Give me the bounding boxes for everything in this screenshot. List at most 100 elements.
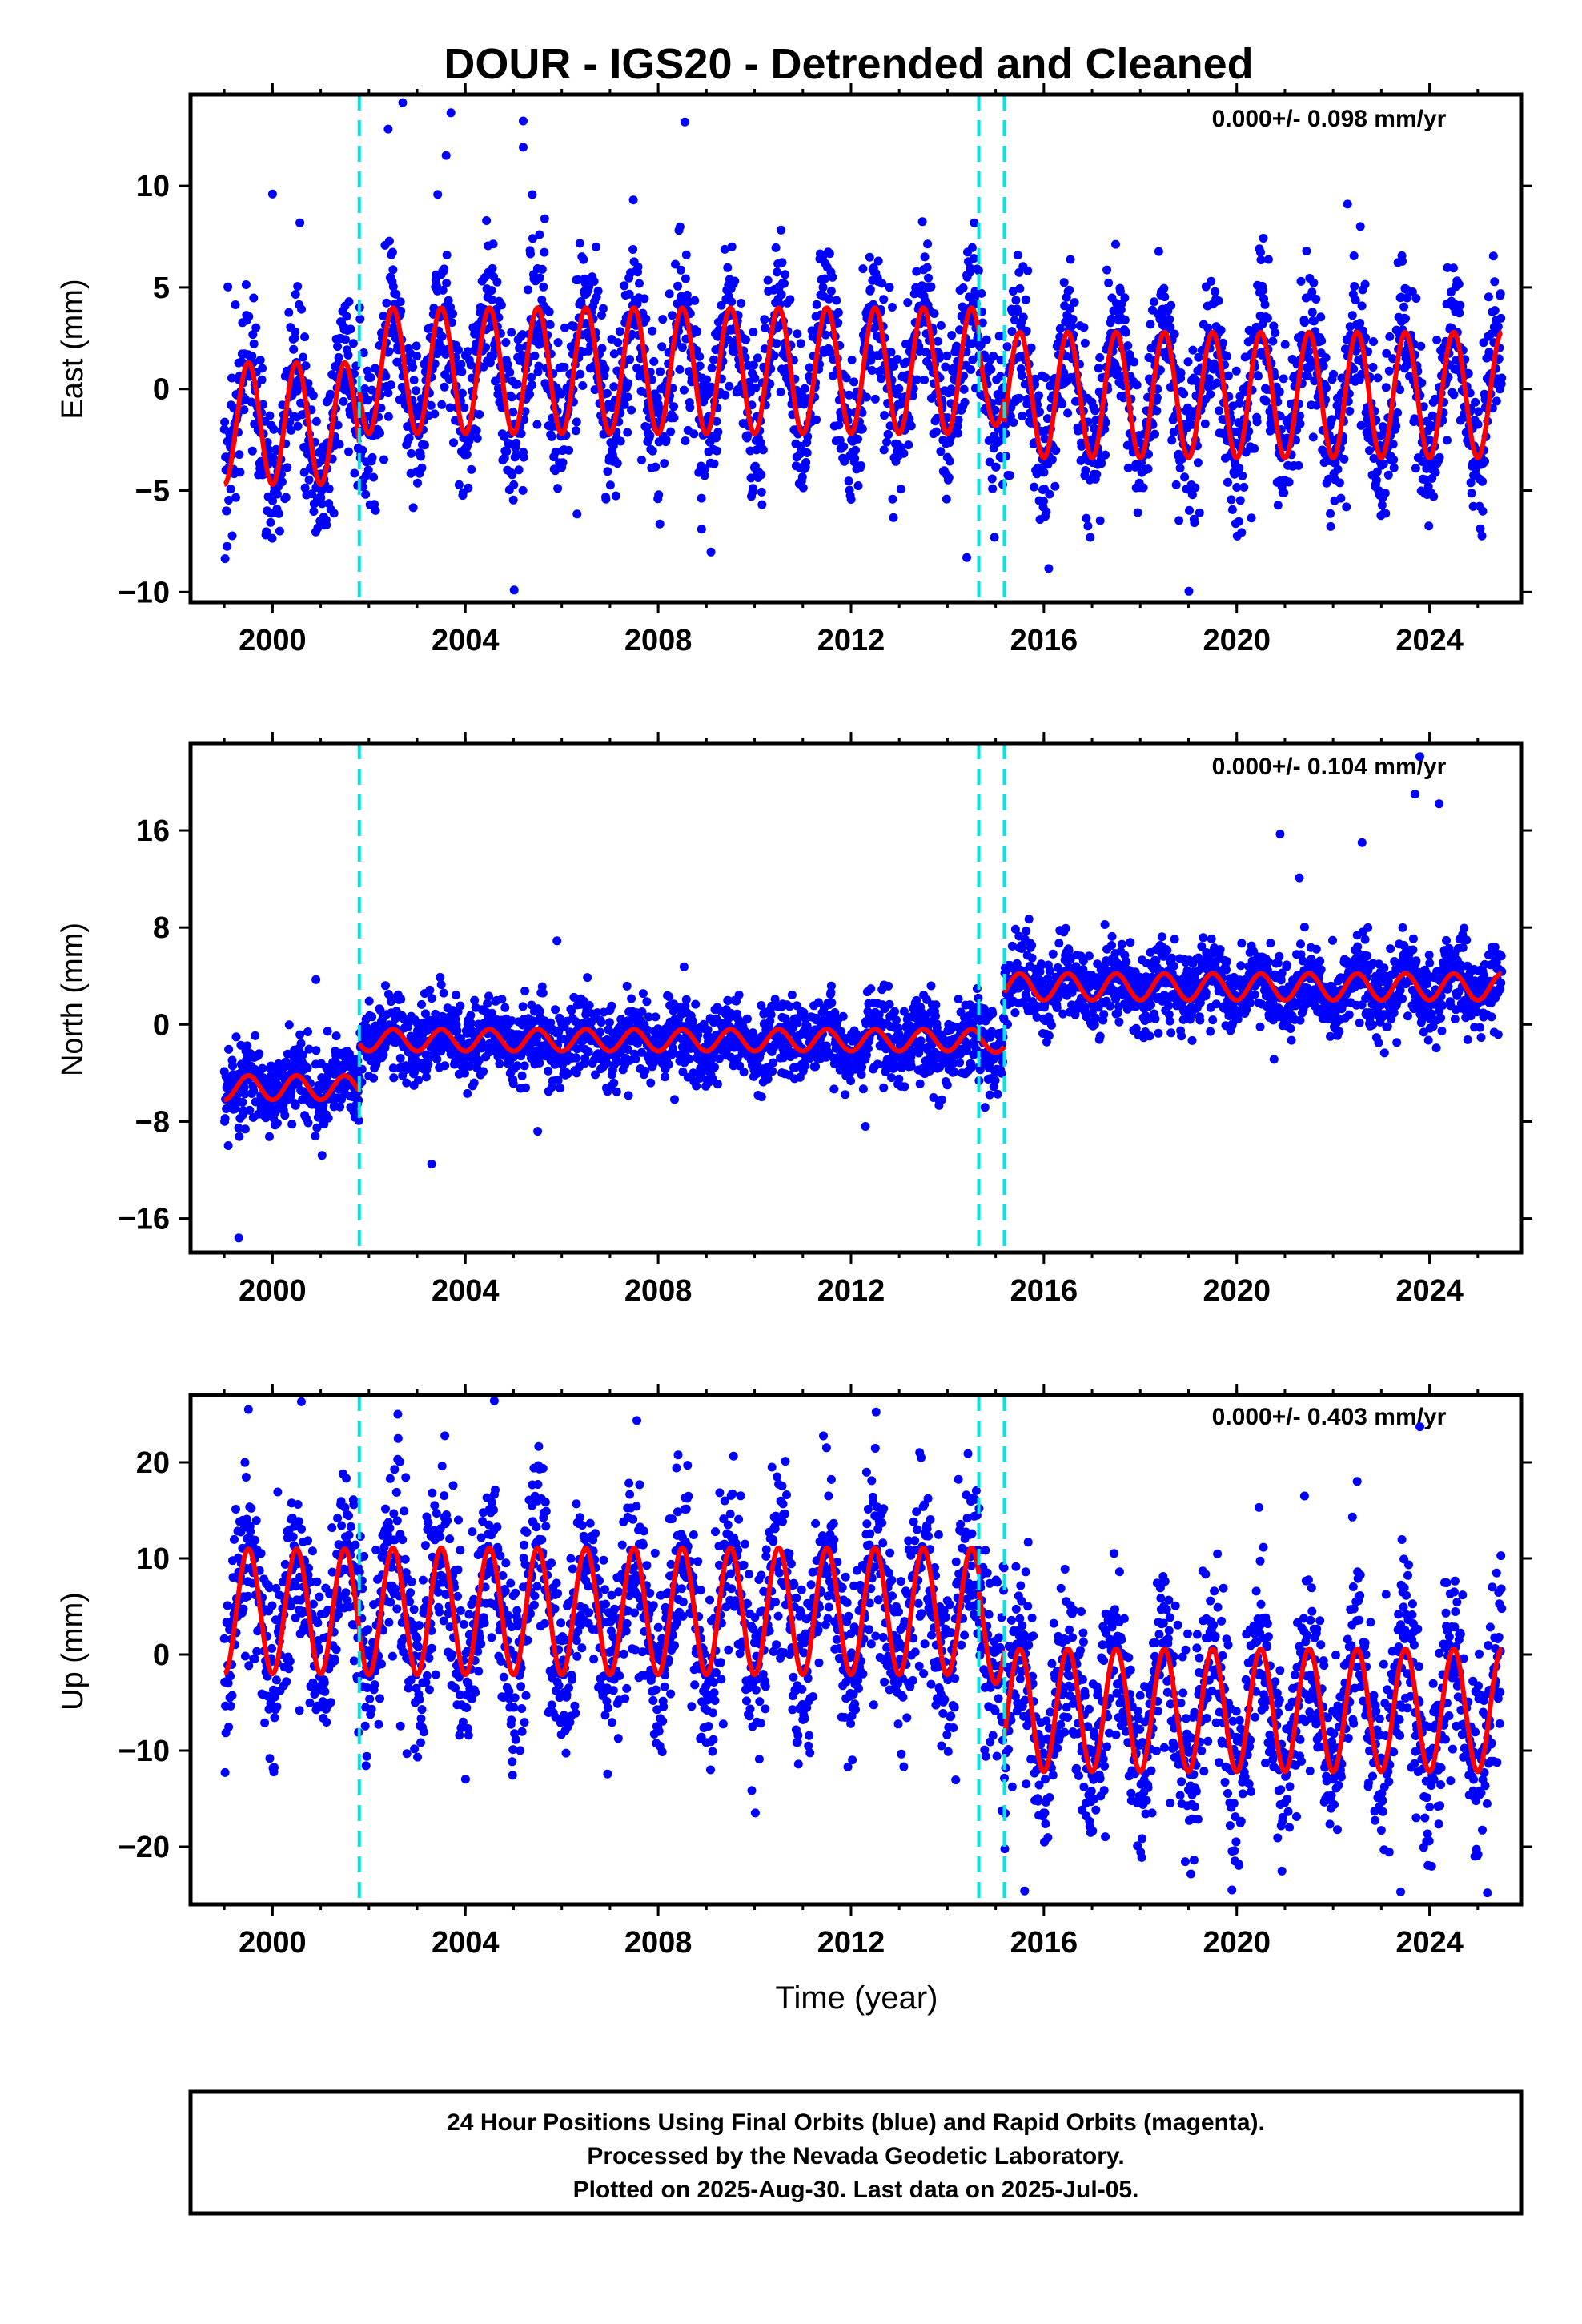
- east-data-point: [366, 373, 375, 382]
- east-data-point: [1294, 460, 1303, 470]
- east-data-point: [812, 300, 821, 309]
- east-data-point: [1130, 357, 1139, 367]
- east-data-point: [1030, 374, 1040, 384]
- east-data-point: [535, 230, 544, 239]
- east-data-point: [966, 365, 975, 374]
- east-data-point: [906, 421, 916, 431]
- east-data-point: [673, 281, 682, 291]
- east-x-tick-label: 2020: [1203, 624, 1271, 657]
- north-data-point: [563, 1069, 572, 1079]
- east-data-point: [1484, 292, 1493, 302]
- east-data-point: [1022, 326, 1031, 336]
- east-data-point: [1317, 336, 1327, 346]
- east-data-point: [936, 447, 946, 456]
- north-data-point: [535, 1007, 544, 1016]
- east-data-point: [608, 441, 618, 451]
- east-data-point: [1316, 312, 1326, 322]
- east-data-point: [223, 282, 233, 292]
- east-data-point: [1065, 285, 1074, 295]
- east-data-point: [383, 412, 393, 421]
- east-data-point: [289, 344, 299, 354]
- east-data-point: [1040, 434, 1050, 444]
- east-data-point: [460, 403, 469, 412]
- east-data-point: [821, 274, 829, 283]
- east-data-point: [1143, 464, 1153, 474]
- east-data-point: [239, 405, 249, 415]
- east-data-point: [1393, 408, 1403, 417]
- east-data-point: [1389, 455, 1399, 464]
- east-data-point: [248, 330, 258, 340]
- east-data-point: [777, 225, 786, 235]
- east-data-point: [802, 448, 812, 457]
- east-data-point: [409, 376, 419, 385]
- east-data-point: [440, 264, 449, 274]
- east-data-point: [1311, 295, 1321, 304]
- north-data-point: [423, 1025, 432, 1035]
- east-data-point: [227, 531, 237, 541]
- east-data-point: [545, 320, 555, 329]
- north-data-point: [452, 991, 460, 999]
- east-data-point: [1259, 286, 1267, 295]
- east-data-point: [493, 384, 503, 393]
- east-data-point: [1247, 513, 1256, 523]
- east-data-point: [344, 447, 353, 456]
- north-data-point: [303, 1118, 313, 1128]
- north-data-point: [507, 1016, 516, 1026]
- east-data-point: [970, 218, 979, 227]
- east-data-point: [785, 295, 795, 304]
- east-data-point: [669, 413, 679, 423]
- north-data-point: [497, 995, 507, 1004]
- east-data-point: [853, 434, 862, 444]
- east-data-point: [749, 328, 758, 337]
- east-data-point: [1258, 320, 1267, 328]
- east-data-point: [826, 287, 836, 296]
- east-data-point: [847, 355, 857, 364]
- east-data-point: [1035, 407, 1044, 416]
- north-data-point: [369, 1073, 379, 1083]
- east-data-point: [1389, 463, 1399, 472]
- east-data-point: [339, 396, 348, 406]
- east-y-tick-label: −5: [135, 475, 170, 509]
- north-data-point: [637, 1047, 646, 1057]
- north-data-point: [518, 1002, 528, 1011]
- east-data-point: [322, 520, 331, 529]
- east-data-point: [1373, 373, 1383, 383]
- north-data-point: [234, 1123, 243, 1132]
- north-data-point: [220, 1114, 230, 1124]
- east-data-point: [1030, 482, 1039, 492]
- east-data-point: [1371, 476, 1381, 485]
- east-outlier-point: [267, 189, 277, 199]
- east-data-point: [475, 410, 484, 419]
- east-data-point: [1176, 368, 1186, 378]
- east-data-point: [1230, 469, 1239, 479]
- east-data-point: [384, 236, 394, 246]
- east-data-point: [1102, 265, 1112, 275]
- east-data-point: [1171, 480, 1181, 489]
- east-data-point: [756, 438, 765, 448]
- east-data-point: [1184, 586, 1194, 596]
- north-data-point: [389, 1073, 399, 1083]
- east-data-point: [346, 324, 355, 334]
- north-data-point: [379, 1050, 388, 1059]
- east-data-point: [1279, 374, 1288, 384]
- east-data-point: [1356, 420, 1366, 430]
- east-data-point: [1101, 450, 1110, 460]
- north-data-point: [863, 1043, 873, 1053]
- east-data-point: [600, 364, 610, 373]
- east-data-point: [689, 429, 699, 439]
- east-data-point: [1477, 531, 1487, 541]
- north-data-point: [640, 1066, 650, 1076]
- east-data-point: [388, 282, 398, 292]
- east-data-point: [1360, 279, 1370, 289]
- east-data-point: [888, 494, 897, 504]
- east-plot-area: [219, 98, 1507, 596]
- east-data-point: [996, 372, 1006, 381]
- east-data-point: [551, 448, 560, 456]
- east-data-point: [920, 252, 930, 262]
- east-y-tick-label: −10: [118, 576, 170, 609]
- east-data-point: [293, 282, 303, 292]
- east-data-point: [454, 345, 463, 355]
- east-data-point: [702, 375, 712, 384]
- north-data-point: [827, 998, 837, 1007]
- east-data-point: [412, 352, 421, 361]
